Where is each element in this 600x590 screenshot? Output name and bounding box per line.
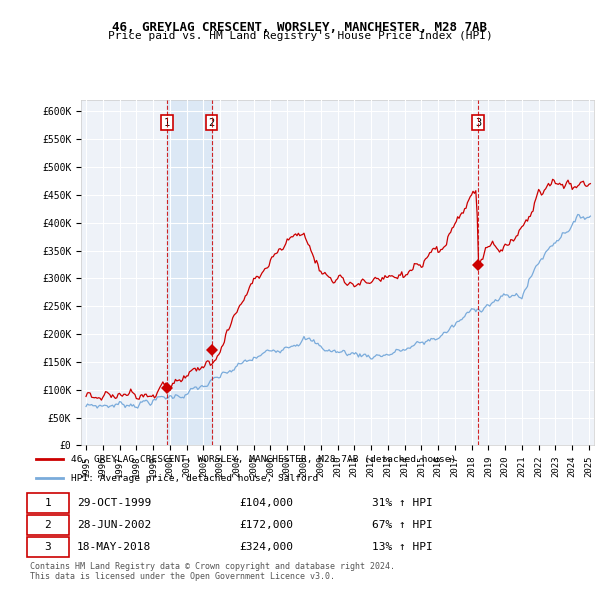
Text: 46, GREYLAG CRESCENT, WORSLEY, MANCHESTER, M28 7AB (detached house): 46, GREYLAG CRESCENT, WORSLEY, MANCHESTE… — [71, 455, 457, 464]
Text: £104,000: £104,000 — [240, 499, 294, 508]
FancyBboxPatch shape — [27, 515, 68, 535]
Text: Contains HM Land Registry data © Crown copyright and database right 2024.: Contains HM Land Registry data © Crown c… — [30, 562, 395, 571]
Text: This data is licensed under the Open Government Licence v3.0.: This data is licensed under the Open Gov… — [30, 572, 335, 581]
Text: 1: 1 — [164, 117, 170, 127]
Text: 31% ↑ HPI: 31% ↑ HPI — [372, 499, 433, 508]
Bar — [167, 100, 212, 445]
Text: 67% ↑ HPI: 67% ↑ HPI — [372, 520, 433, 530]
Text: 3: 3 — [44, 542, 52, 552]
Text: 29-OCT-1999: 29-OCT-1999 — [77, 499, 151, 508]
Text: 28-JUN-2002: 28-JUN-2002 — [77, 520, 151, 530]
FancyBboxPatch shape — [27, 493, 68, 513]
Text: £324,000: £324,000 — [240, 542, 294, 552]
Text: 2: 2 — [44, 520, 52, 530]
Text: 3: 3 — [475, 117, 481, 127]
Text: 1: 1 — [44, 499, 52, 508]
Text: £172,000: £172,000 — [240, 520, 294, 530]
Text: Price paid vs. HM Land Registry's House Price Index (HPI): Price paid vs. HM Land Registry's House … — [107, 31, 493, 41]
Text: 2: 2 — [208, 117, 215, 127]
Text: 46, GREYLAG CRESCENT, WORSLEY, MANCHESTER, M28 7AB: 46, GREYLAG CRESCENT, WORSLEY, MANCHESTE… — [113, 21, 487, 34]
FancyBboxPatch shape — [27, 536, 68, 557]
Text: HPI: Average price, detached house, Salford: HPI: Average price, detached house, Salf… — [71, 474, 319, 483]
Text: 18-MAY-2018: 18-MAY-2018 — [77, 542, 151, 552]
Text: 13% ↑ HPI: 13% ↑ HPI — [372, 542, 433, 552]
